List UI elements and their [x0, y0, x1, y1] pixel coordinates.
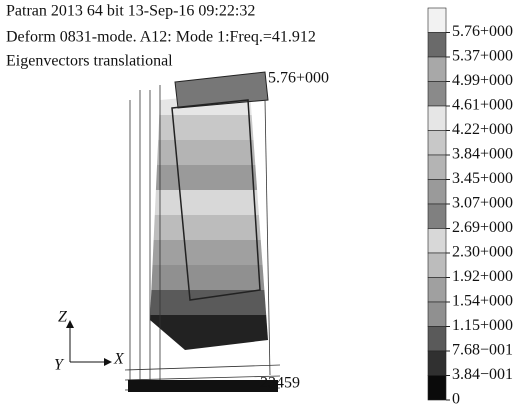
legend-swatch [428, 327, 446, 352]
legend-label: 4.22+000 [452, 121, 513, 138]
legend-swatch [428, 229, 446, 254]
legend-label: 2.30+000 [452, 244, 513, 261]
legend-swatch [428, 131, 446, 156]
axis-label: Z [58, 309, 68, 326]
legend: 5.76+000 5.37+000 4.99+000 4.61+000 4.22+000… [428, 8, 513, 408]
legend-label: 4.61+000 [452, 97, 513, 114]
legend-label: 7.68−001 [452, 342, 513, 359]
legend-swatch [428, 82, 446, 107]
legend-swatch [428, 351, 446, 376]
legend-label: 1.92+000 [452, 268, 513, 285]
legend-label: 5.37+000 [452, 48, 513, 65]
legend-swatch [428, 204, 446, 229]
legend-label: 3.84+000 [452, 146, 513, 163]
legend-label: 3.84−001 [452, 366, 513, 383]
axis-triad [66, 320, 112, 366]
legend-swatch [428, 253, 446, 278]
header-line: Patran 2013 64 bit 13-Sep-16 09:22:32 [6, 3, 255, 20]
legend-label: 1.54+000 [452, 293, 513, 310]
legend-label: 3.45+000 [452, 170, 513, 187]
screenshot: Patran 2013 64 bit 13-Sep-16 09:22:32 De… [0, 0, 531, 412]
legend-label: 0 [452, 391, 460, 408]
legend-label: 1.15+000 [452, 317, 513, 334]
max-label: 5.76+000 [268, 70, 329, 87]
legend-swatch [428, 155, 446, 180]
legend-swatch [428, 376, 446, 401]
legend-label: 5.76+000 [452, 23, 513, 40]
legend-label: 4.99+000 [452, 72, 513, 89]
legend-swatch [428, 302, 446, 327]
legend-label: 2.69+000 [452, 219, 513, 236]
legend-swatch [428, 57, 446, 82]
legend-swatch [428, 278, 446, 303]
legend-swatch [428, 33, 446, 58]
legend-swatch [428, 180, 446, 205]
axis-label: Y [54, 357, 65, 374]
header-line: Deform 0831-mode. A12: Mode 1:Freq.=41.9… [6, 29, 316, 46]
legend-swatch [428, 8, 446, 33]
axis-label: X [113, 351, 125, 368]
legend-label: 3.07+000 [452, 195, 513, 212]
model [125, 72, 280, 392]
legend-swatch [428, 106, 446, 131]
node-label: 23459 [260, 375, 300, 392]
header-line: Eigenvectors translational [6, 53, 173, 70]
